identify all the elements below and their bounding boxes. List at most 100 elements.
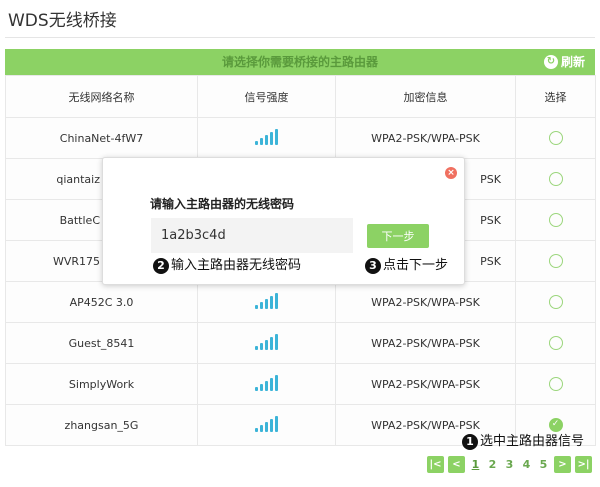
- signal-cell: [197, 363, 336, 405]
- radio-icon[interactable]: [548, 131, 563, 145]
- page-title: WDS无线桥接: [8, 11, 117, 31]
- refresh-button[interactable]: ↻ 刷新: [543, 49, 585, 75]
- signal-bar: [275, 415, 278, 432]
- table-row[interactable]: ChinaNet-4fW7 WPA2-PSK/WPA-PSK: [5, 117, 596, 159]
- select-cell: [515, 281, 596, 323]
- ssid-cell: Guest_8541: [5, 322, 198, 364]
- signal-bar: [260, 424, 263, 432]
- next-button[interactable]: 下一步: [367, 224, 429, 248]
- divider: [5, 37, 595, 38]
- annotation-1: 1 选中主路由器信号: [462, 434, 584, 450]
- close-icon[interactable]: ×: [445, 167, 457, 179]
- signal-icon: [255, 374, 278, 391]
- col-encryption: 加密信息: [335, 75, 516, 118]
- page-link[interactable]: 4: [522, 458, 531, 471]
- signal-bar: [260, 383, 263, 391]
- signal-icon: [255, 128, 278, 145]
- signal-icon: [255, 292, 278, 309]
- encryption-cell: WPA2-PSK/WPA-PSK: [335, 281, 516, 323]
- radio-icon[interactable]: [548, 213, 563, 227]
- signal-cell: [197, 117, 336, 159]
- table-caption-bar: 请选择你需要桥接的主路由器 ↻ 刷新: [5, 49, 595, 75]
- network-table: 无线网络名称 信号强度 加密信息 选择 ChinaNet-4fW7 WPA2-P…: [5, 75, 596, 446]
- signal-bar: [255, 304, 258, 309]
- col-ssid: 无线网络名称: [5, 75, 198, 118]
- col-select: 选择: [515, 75, 596, 118]
- radio-icon[interactable]: [548, 172, 563, 186]
- refresh-icon: ↻: [543, 55, 558, 69]
- checked-radio-icon[interactable]: ✓: [548, 418, 563, 432]
- encryption-cell: WPA2-PSK/WPA-PSK: [335, 117, 516, 159]
- last-page-button[interactable]: >|: [575, 456, 592, 473]
- page-link[interactable]: 5: [539, 458, 548, 471]
- select-cell: ✓: [515, 404, 596, 446]
- signal-cell: [197, 404, 336, 446]
- signal-icon: [255, 333, 278, 350]
- annotation-text: 选中主路由器信号: [480, 434, 585, 449]
- annotation-3: 3 点击下一步: [365, 258, 448, 274]
- radio-icon[interactable]: [548, 254, 563, 268]
- ssid-cell: AP452C 3.0: [5, 281, 198, 323]
- signal-cell: [197, 281, 336, 323]
- page-link[interactable]: 1: [471, 458, 480, 471]
- encryption-cell: WPA2-PSK/WPA-PSK: [335, 404, 516, 446]
- signal-bar: [265, 134, 268, 145]
- signal-bar: [255, 427, 258, 432]
- ssid-cell: zhangsan_5G: [5, 404, 198, 446]
- signal-bar: [275, 333, 278, 350]
- encryption-cell: WPA2-PSK/WPA-PSK: [335, 363, 516, 405]
- signal-bar: [275, 128, 278, 145]
- step-number: 3: [365, 258, 381, 274]
- annotation-text: 点击下一步: [383, 258, 449, 273]
- annotation-2: 2 输入主路由器无线密码: [153, 258, 301, 274]
- page-link[interactable]: 2: [488, 458, 497, 471]
- signal-bar: [265, 421, 268, 432]
- table-row[interactable]: zhangsan_5G WPA2-PSK/WPA-PSK ✓: [5, 404, 596, 446]
- refresh-label: 刷新: [560, 55, 585, 69]
- signal-bar: [270, 295, 273, 309]
- select-cell: [515, 363, 596, 405]
- prev-page-button[interactable]: <: [448, 456, 465, 473]
- signal-bar: [270, 336, 273, 350]
- select-cell: [515, 199, 596, 241]
- signal-bar: [265, 380, 268, 391]
- table-row[interactable]: AP452C 3.0 WPA2-PSK/WPA-PSK: [5, 281, 596, 323]
- signal-bar: [275, 374, 278, 391]
- first-page-button[interactable]: |<: [427, 456, 444, 473]
- col-signal: 信号强度: [197, 75, 336, 118]
- caption-text: 请选择你需要桥接的主路由器: [221, 55, 378, 69]
- select-cell: [515, 117, 596, 159]
- signal-bar: [270, 377, 273, 391]
- next-page-button[interactable]: >: [554, 456, 571, 473]
- ssid-cell: SimplyWork: [5, 363, 198, 405]
- signal-icon: [255, 415, 278, 432]
- radio-icon[interactable]: [548, 377, 563, 391]
- page-link[interactable]: 3: [505, 458, 514, 471]
- radio-icon[interactable]: [548, 336, 563, 350]
- signal-bar: [270, 131, 273, 145]
- encryption-cell: WPA2-PSK/WPA-PSK: [335, 322, 516, 364]
- table-row[interactable]: SimplyWork WPA2-PSK/WPA-PSK: [5, 363, 596, 405]
- signal-bar: [260, 301, 263, 309]
- step-number: 1: [462, 434, 478, 450]
- signal-bar: [275, 292, 278, 309]
- signal-bar: [260, 342, 263, 350]
- radio-icon[interactable]: [548, 295, 563, 309]
- signal-bar: [255, 140, 258, 145]
- signal-bar: [270, 418, 273, 432]
- signal-bar: [255, 386, 258, 391]
- annotation-text: 输入主路由器无线密码: [171, 258, 302, 273]
- select-cell: [515, 322, 596, 364]
- select-cell: [515, 240, 596, 282]
- step-number: 2: [153, 258, 169, 274]
- signal-bar: [265, 298, 268, 309]
- select-cell: [515, 158, 596, 200]
- signal-cell: [197, 322, 336, 364]
- signal-bar: [260, 137, 263, 145]
- signal-bar: [255, 345, 258, 350]
- password-label: 请输入主路由器的无线密码: [150, 197, 295, 211]
- password-input[interactable]: [151, 218, 353, 253]
- table-row[interactable]: Guest_8541 WPA2-PSK/WPA-PSK: [5, 322, 596, 364]
- ssid-cell: ChinaNet-4fW7: [5, 117, 198, 159]
